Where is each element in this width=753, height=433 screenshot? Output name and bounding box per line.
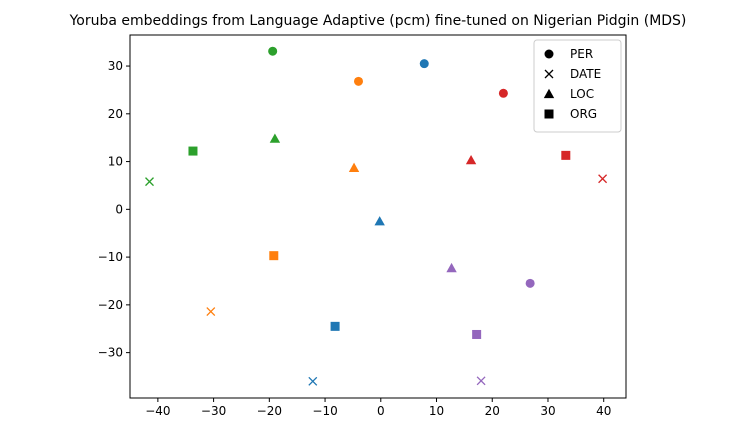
data-point — [330, 321, 340, 331]
x-axis: −40 −30 −20 −10 0 10 20 30 40 — [145, 398, 611, 418]
data-point — [419, 59, 429, 69]
y-tick-label: 20 — [108, 107, 123, 121]
legend-marker — [544, 69, 554, 79]
data-point — [465, 154, 477, 165]
data-point — [269, 133, 281, 143]
data-point — [374, 216, 385, 226]
x-tick-label: −30 — [201, 404, 226, 418]
data-point — [498, 88, 508, 98]
x-tick-label: 30 — [540, 404, 555, 418]
legend-marker — [544, 109, 554, 119]
data-point — [308, 376, 318, 386]
y-tick-label: 0 — [115, 202, 123, 216]
data-point — [446, 262, 457, 273]
y-axis: 30 20 10 0 −10 −20 −30 — [98, 59, 130, 360]
x-tick-label: 20 — [485, 404, 500, 418]
data-point — [348, 162, 360, 172]
x-tick-label: −40 — [145, 404, 170, 418]
x-tick-label: 0 — [377, 404, 385, 418]
data-point — [525, 278, 535, 288]
x-tick-label: 40 — [596, 404, 611, 418]
chart-title: Yoruba embeddings from Language Adaptive… — [69, 13, 687, 29]
legend-label: DATE — [570, 67, 601, 81]
legend-marker — [544, 49, 554, 59]
data-point — [561, 150, 571, 160]
y-tick-label: 30 — [108, 59, 123, 73]
data-point — [269, 251, 279, 261]
y-tick-label: −10 — [98, 250, 123, 264]
legend-box — [533, 39, 622, 133]
y-tick-label: 10 — [108, 155, 123, 169]
data-point — [188, 146, 198, 156]
legend-label: PER — [570, 47, 593, 61]
data-point — [145, 177, 154, 187]
y-tick-label: −30 — [98, 346, 123, 360]
legend-label: ORG — [570, 107, 597, 121]
legend: PER DATE LOC ORG — [533, 39, 622, 133]
axes-frame — [129, 34, 627, 399]
data-point — [353, 76, 363, 86]
data-point — [268, 46, 278, 56]
x-tick-label: −10 — [312, 404, 337, 418]
data-point — [206, 307, 216, 317]
x-tick-label: 10 — [429, 404, 444, 418]
data-point — [476, 376, 486, 386]
y-tick-label: −20 — [98, 298, 123, 312]
x-tick-label: −20 — [257, 404, 282, 418]
data-point — [472, 329, 482, 339]
legend-label: LOC — [570, 87, 594, 101]
legend-marker — [543, 88, 555, 99]
data-point — [598, 174, 608, 184]
plot-area — [145, 46, 608, 386]
